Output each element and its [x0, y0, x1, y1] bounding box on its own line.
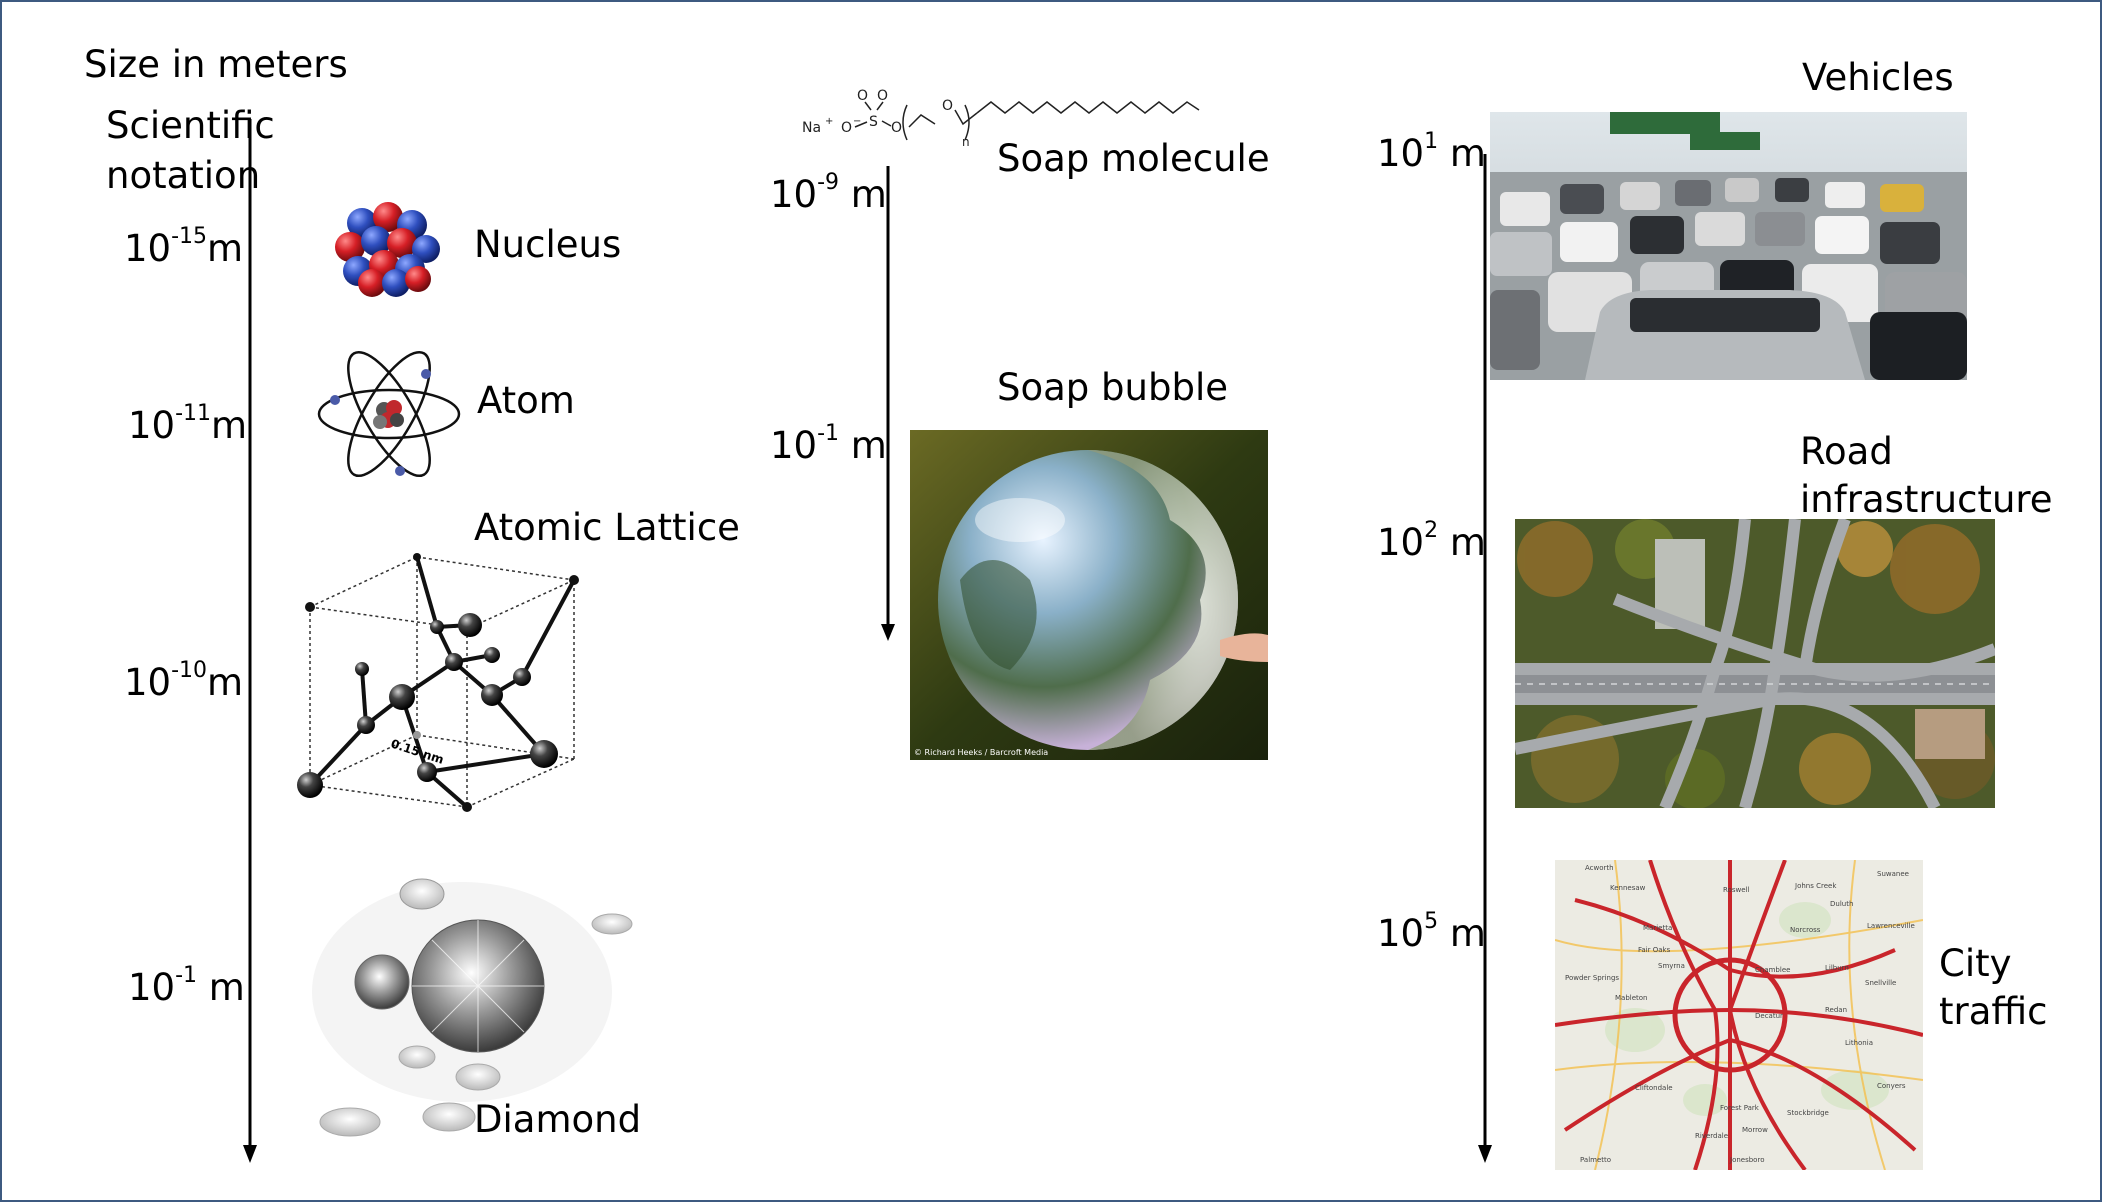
scale-1e-1-left: 10-1 m	[128, 963, 245, 1009]
scientific-label: Scientific	[106, 104, 275, 147]
svg-text:Marietta: Marietta	[1643, 924, 1672, 932]
svg-text:Morrow: Morrow	[1742, 1126, 1768, 1134]
svg-text:n: n	[962, 135, 970, 149]
scale-1e-9: 10-9 m	[770, 170, 887, 216]
left-scale-arrow	[243, 119, 257, 1163]
svg-text:Decatur: Decatur	[1755, 1012, 1783, 1020]
svg-text:Na: Na	[802, 120, 821, 136]
svg-text:+: +	[825, 116, 833, 127]
svg-text:Palmetto: Palmetto	[1580, 1156, 1611, 1164]
scale-1e1: 101 m	[1377, 129, 1486, 175]
svg-text:Riverdale: Riverdale	[1695, 1132, 1728, 1140]
road-label-line1: Road	[1800, 430, 1893, 473]
notation-label: notation	[106, 154, 261, 197]
svg-text:O: O	[891, 120, 902, 136]
size-in-meters-label: Size in meters	[84, 43, 348, 86]
photo-credit: © Richard Heeks / Barcroft Media	[914, 748, 1048, 757]
right-scale-arrow	[1478, 154, 1492, 1163]
soap-molecule-label: Soap molecule	[997, 137, 1270, 180]
svg-text:Mableton: Mableton	[1615, 994, 1648, 1002]
soap-molecule-image: Na + O − S O O O O n	[802, 88, 1200, 149]
svg-text:Conyers: Conyers	[1877, 1082, 1906, 1090]
svg-text:Stockbridge: Stockbridge	[1787, 1109, 1829, 1117]
atomic-lattice-label: Atomic Lattice	[474, 506, 740, 549]
svg-text:Norcross: Norcross	[1790, 926, 1821, 934]
svg-text:Redan: Redan	[1825, 1006, 1847, 1014]
city-label-line1: City	[1939, 942, 2012, 985]
scale-1e2: 102 m	[1377, 518, 1486, 564]
vehicles-label: Vehicles	[1802, 56, 1954, 99]
svg-text:Forest Park: Forest Park	[1720, 1104, 1760, 1112]
svg-text:Suwanee: Suwanee	[1877, 870, 1909, 878]
nucleus-label: Nucleus	[474, 223, 622, 266]
svg-text:Fair Oaks: Fair Oaks	[1638, 946, 1671, 954]
svg-text:Snellville: Snellville	[1865, 979, 1896, 987]
vehicles-image	[1490, 112, 1967, 380]
nucleus-image	[335, 202, 440, 297]
atomic-lattice-image: 0.15 nm	[297, 553, 579, 812]
city-traffic-map-image: Acworth Kennesaw Roswell Johns Creek Suwan…	[1555, 860, 1923, 1170]
soap-bubble-label: Soap bubble	[997, 366, 1228, 409]
scale-1e5: 105 m	[1377, 909, 1486, 955]
svg-text:Kennesaw: Kennesaw	[1610, 884, 1646, 892]
atom-label: Atom	[477, 379, 575, 422]
svg-text:O: O	[877, 88, 888, 104]
scale-1e-15: 10-15m	[124, 224, 244, 270]
svg-text:Johns Creek: Johns Creek	[1794, 882, 1837, 890]
diamond-image	[282, 872, 647, 1164]
svg-text:O: O	[857, 88, 868, 104]
road-label-line2: infrastructure	[1800, 478, 2053, 521]
scale-1e-10: 10-10m	[124, 658, 244, 704]
svg-text:Jonesboro: Jonesboro	[1729, 1156, 1764, 1164]
svg-text:Smyrna: Smyrna	[1658, 962, 1685, 970]
svg-text:Lilburn: Lilburn	[1825, 964, 1849, 972]
svg-text:−: −	[853, 116, 861, 127]
svg-text:Lithonia: Lithonia	[1845, 1039, 1873, 1047]
svg-text:Lawrenceville: Lawrenceville	[1867, 922, 1915, 930]
svg-text:Acworth: Acworth	[1585, 864, 1614, 872]
city-label-line2: traffic	[1939, 990, 2048, 1033]
svg-text:S: S	[869, 114, 878, 130]
svg-text:Chamblee: Chamblee	[1755, 966, 1790, 974]
svg-text:Powder Springs: Powder Springs	[1565, 974, 1619, 982]
scale-1e-11: 10-11m	[128, 401, 248, 447]
svg-text:Cliftondale: Cliftondale	[1635, 1084, 1673, 1092]
atom-image	[317, 350, 461, 478]
diamond-label: Diamond	[474, 1098, 642, 1141]
map-place-labels: Acworth Kennesaw Roswell Johns Creek Suwan…	[1565, 864, 1915, 1164]
scale-1e-1-middle: 10-1 m	[770, 421, 887, 467]
road-infrastructure-image	[1515, 519, 1995, 808]
svg-text:O: O	[841, 120, 852, 136]
soap-bubble-image: © Richard Heeks / Barcroft Media	[910, 430, 1268, 760]
middle-scale-arrow	[881, 166, 895, 641]
svg-text:Roswell: Roswell	[1723, 886, 1749, 894]
svg-text:Duluth: Duluth	[1830, 900, 1853, 908]
svg-text:O: O	[942, 98, 953, 114]
